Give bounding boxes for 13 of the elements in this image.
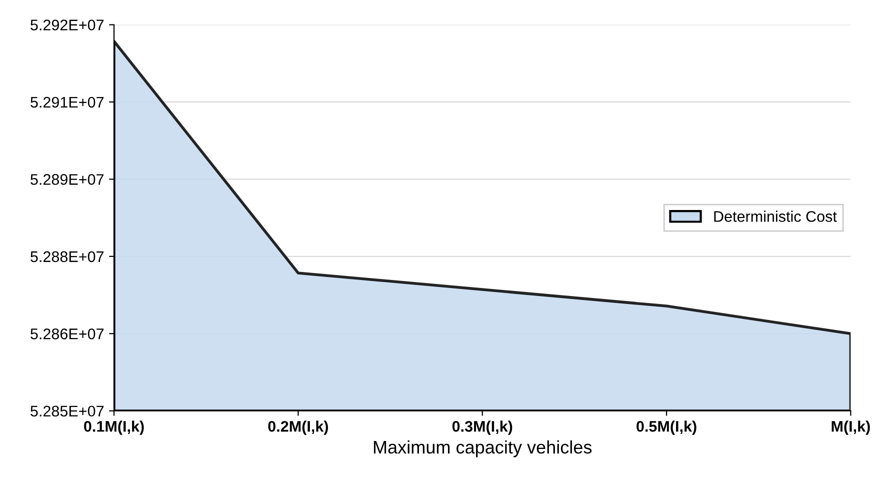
x-tick-label: 0.1M(I,k) xyxy=(84,420,144,435)
y-tick-label: 5.289E+07 xyxy=(30,174,104,185)
y-tick-label: 5.288E+07 xyxy=(30,251,104,262)
x-axis-title: Maximum capacity vehicles xyxy=(374,440,592,458)
y-tick-label: 5.291E+07 xyxy=(30,96,104,108)
legend-label: Deterministic Cost xyxy=(714,210,837,222)
x-tick-label: 0.3M(I,k) xyxy=(452,420,512,435)
y-tick-label: 5.292E+07 xyxy=(30,20,104,30)
y-tick-label: 5.285E+07 xyxy=(30,406,104,417)
x-tick-label: 0.5M(I,k) xyxy=(636,420,696,435)
x-tick-label: 0.2M(I,k) xyxy=(268,420,328,435)
y-tick-label: 5.286E+07 xyxy=(30,328,104,340)
x-tick-label: M(I,k) xyxy=(832,420,870,435)
